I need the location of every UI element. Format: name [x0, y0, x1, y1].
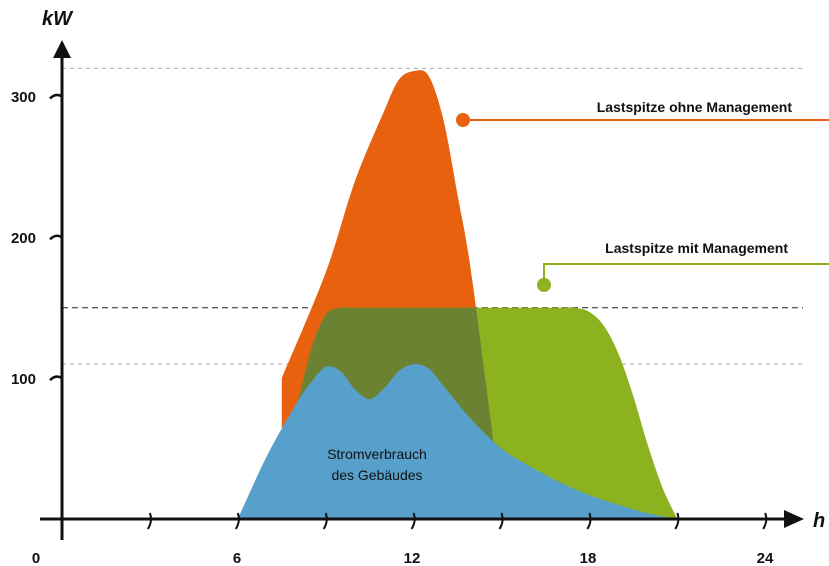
- y-axis-title: kW: [42, 8, 74, 30]
- y-tick-label: 100: [11, 371, 36, 388]
- x-tick-label: 24: [757, 550, 774, 566]
- x-tick-mark: [410, 512, 416, 530]
- callout-peak-without: Lastspitze ohne Management: [456, 99, 829, 127]
- x-axis-arrow: [784, 510, 804, 528]
- x-tick-label: 12: [404, 550, 421, 566]
- callout-label-peak-without: Lastspitze ohne Management: [597, 99, 793, 115]
- callout-line-green: [543, 263, 829, 278]
- consumption-label-line1: Stromverbrauch: [327, 446, 427, 462]
- area-building-consumption: [237, 363, 678, 519]
- x-tick-mark: [674, 512, 680, 530]
- x-tick-label: 6: [233, 550, 241, 566]
- x-axis-title: h: [813, 510, 825, 532]
- callout-label-peak-with: Lastspitze mit Management: [605, 240, 788, 256]
- x-tick-mark: [234, 512, 240, 530]
- y-tick-label: 200: [11, 230, 36, 247]
- x-tick-mark: [322, 512, 328, 530]
- x-tick-label: 18: [580, 550, 597, 566]
- x-tick-mark: [498, 512, 504, 530]
- y-axis-arrow: [53, 40, 71, 58]
- area-layer: [237, 70, 678, 519]
- callout-peak-with: Lastspitze mit Management: [537, 240, 829, 292]
- consumption-label-line2: des Gebäudes: [331, 467, 422, 483]
- x-tick-mark: [762, 512, 768, 530]
- y-tick-mark: [49, 93, 63, 100]
- x-tick-mark: [147, 512, 153, 530]
- x-tick-label: 0: [32, 550, 40, 566]
- axes: [40, 40, 804, 540]
- y-tick-mark: [49, 375, 63, 382]
- callout-dot-orange: [456, 113, 470, 127]
- callout-dot-green: [537, 278, 551, 292]
- y-tick-label: 300: [11, 89, 36, 106]
- x-tick-mark: [586, 512, 592, 530]
- y-tick-mark: [49, 234, 63, 241]
